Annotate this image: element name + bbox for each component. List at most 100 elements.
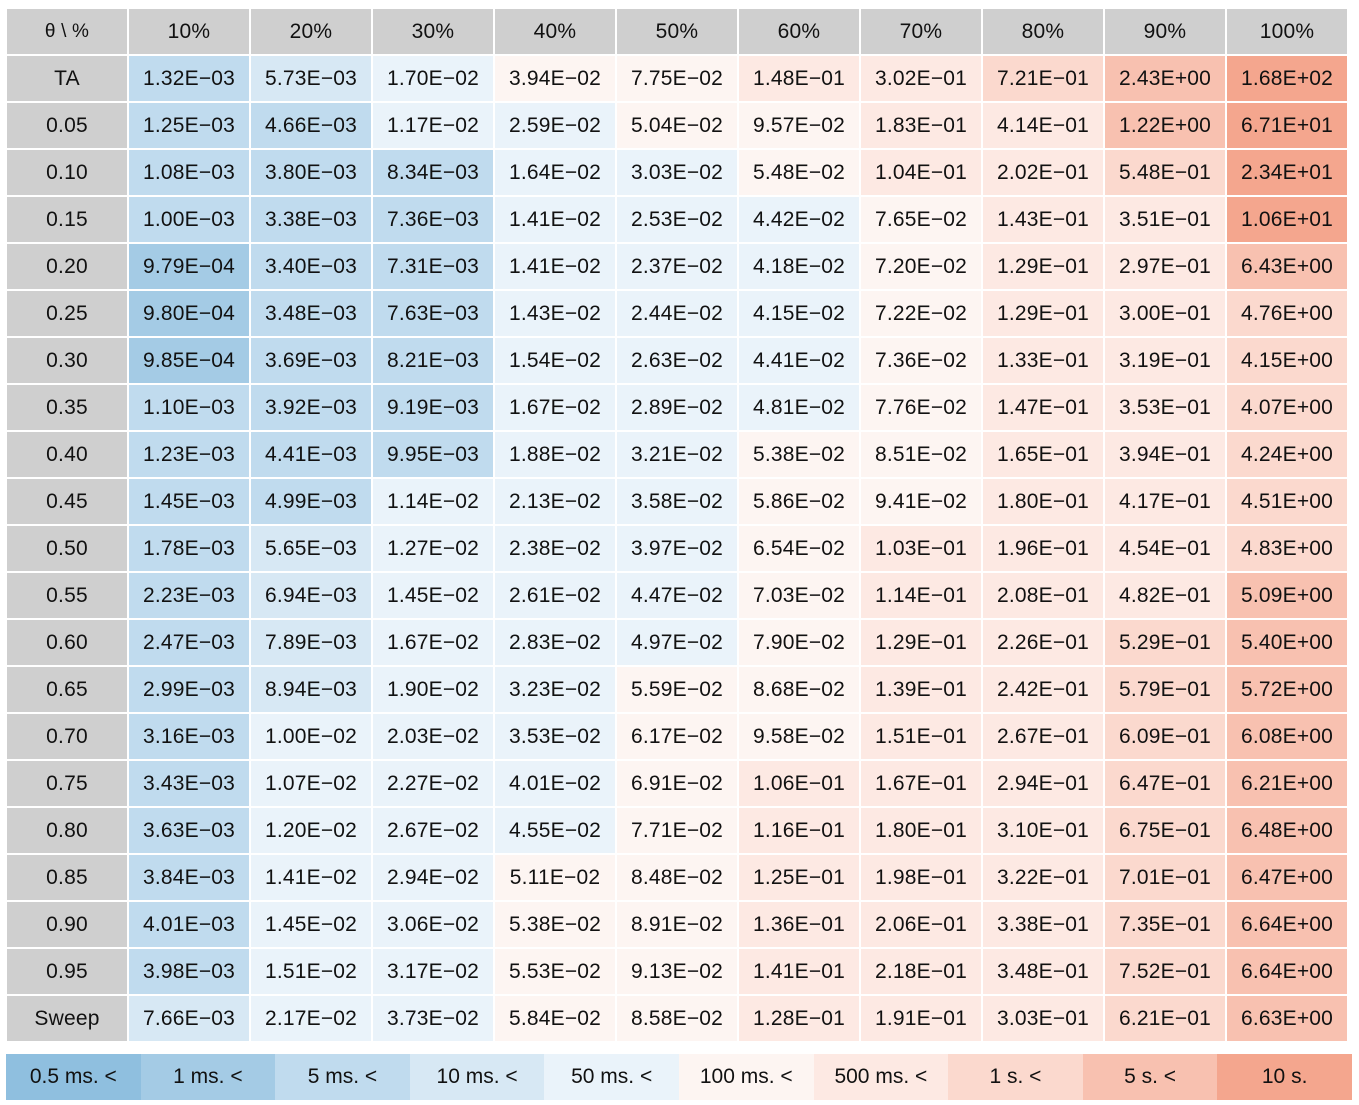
heatmap-cell: 4.83E+00 [1227,526,1347,571]
heatmap-cell: 6.64E+00 [1227,949,1347,994]
heatmap-cell: 1.04E−01 [861,150,981,195]
heatmap-cell: 3.02E−01 [861,56,981,101]
heatmap-cell: 1.45E−03 [129,479,249,524]
heatmap-cell: 1.39E−01 [861,667,981,712]
heatmap-cell: 2.67E−01 [983,714,1103,759]
column-header: 90% [1105,9,1225,54]
heatmap-cell: 1.23E−03 [129,432,249,477]
legend-item: 500 ms. < [813,1054,949,1100]
heatmap-cell: 7.90E−02 [739,620,859,665]
heatmap-cell: 4.82E−01 [1105,573,1225,618]
heatmap-cell: 7.03E−02 [739,573,859,618]
heatmap-cell: 1.03E−01 [861,526,981,571]
heatmap-cell: 2.47E−03 [129,620,249,665]
row-header: 0.50 [7,526,127,571]
heatmap-cell: 6.47E+00 [1227,855,1347,900]
heatmap-cell: 6.47E−01 [1105,761,1225,806]
heatmap-cell: 3.58E−02 [617,479,737,524]
column-header: 50% [617,9,737,54]
heatmap-cell: 5.48E−01 [1105,150,1225,195]
heatmap-cell: 3.80E−03 [251,150,371,195]
heatmap-cell: 1.00E−02 [251,714,371,759]
heatmap-cell: 1.67E−02 [373,620,493,665]
heatmap-cell: 8.58E−02 [617,996,737,1041]
heatmap-cell: 8.48E−02 [617,855,737,900]
heatmap-cell: 1.67E−02 [495,385,615,430]
heatmap-cell: 4.14E−01 [983,103,1103,148]
heatmap-cell: 5.11E−02 [495,855,615,900]
column-header: 60% [739,9,859,54]
heatmap-cell: 2.89E−02 [617,385,737,430]
heatmap-cell: 2.06E−01 [861,902,981,947]
row-header: 0.20 [7,244,127,289]
heatmap-cell: 7.35E−01 [1105,902,1225,947]
heatmap-cell: 3.94E−02 [495,56,615,101]
heatmap-cell: 2.37E−02 [617,244,737,289]
heatmap-cell: 7.75E−02 [617,56,737,101]
table-row: 0.35 1.10E−03 3.92E−03 9.19E−03 1.67E−02 2.89… [7,385,1347,430]
heatmap-cell: 2.53E−02 [617,197,737,242]
heatmap-cell: 3.48E−03 [251,291,371,336]
corner-label: θ \ % [7,9,127,54]
heatmap-cell: 1.51E−01 [861,714,981,759]
heatmap-cell: 2.61E−02 [495,573,615,618]
heatmap-cell: 1.43E−01 [983,197,1103,242]
heatmap-cell: 1.83E−01 [861,103,981,148]
heatmap-cell: 5.04E−02 [617,103,737,148]
heatmap-cell: 1.54E−02 [495,338,615,383]
legend-item: 10 ms. < [409,1054,545,1100]
heatmap-cell: 4.42E−02 [739,197,859,242]
color-legend: 0.5 ms. <1 ms. <5 ms. <10 ms. <50 ms. <1… [6,1054,1352,1100]
table-row: 0.20 9.79E−04 3.40E−03 7.31E−03 1.41E−02 2.37… [7,244,1347,289]
row-header: 0.65 [7,667,127,712]
heatmap-cell: 5.79E−01 [1105,667,1225,712]
table-row: 0.75 3.43E−03 1.07E−02 2.27E−02 4.01E−02 6.91… [7,761,1347,806]
heatmap-cell: 5.86E−02 [739,479,859,524]
column-header: 70% [861,9,981,54]
heatmap-cell: 3.53E−02 [495,714,615,759]
heatmap-cell: 8.51E−02 [861,432,981,477]
heatmap-cell: 2.02E−01 [983,150,1103,195]
column-header: 100% [1227,9,1347,54]
table-row: 0.85 3.84E−03 1.41E−02 2.94E−02 5.11E−02 8.48… [7,855,1347,900]
heatmap-cell: 4.15E−02 [739,291,859,336]
heatmap-cell: 4.97E−02 [617,620,737,665]
legend-item: 5 ms. < [275,1054,410,1100]
heatmap-cell: 3.97E−02 [617,526,737,571]
heatmap-cell: 7.36E−02 [861,338,981,383]
heatmap-cell: 2.18E−01 [861,949,981,994]
heatmap-cell: 1.41E−01 [739,949,859,994]
heatmap-cell: 1.14E−01 [861,573,981,618]
heatmap-cell: 1.41E−02 [495,244,615,289]
heatmap-cell: 1.51E−02 [251,949,371,994]
heatmap-cell: 3.16E−03 [129,714,249,759]
heatmap-cell: 1.28E−01 [739,996,859,1041]
legend-item: 1 s. < [948,1054,1083,1100]
column-header: 80% [983,9,1103,54]
legend-item: 100 ms. < [678,1054,814,1100]
heatmap-cell: 4.55E−02 [495,808,615,853]
heatmap-cell: 3.53E−01 [1105,385,1225,430]
heatmap-cell: 7.21E−01 [983,56,1103,101]
heatmap-cell: 4.18E−02 [739,244,859,289]
heatmap-cell: 8.34E−03 [373,150,493,195]
heatmap-cell: 3.38E−03 [251,197,371,242]
heatmap-cell: 3.21E−02 [617,432,737,477]
heatmap-cell: 2.03E−02 [373,714,493,759]
heatmap-cell: 4.81E−02 [739,385,859,430]
heatmap-cell: 8.68E−02 [739,667,859,712]
heatmap-cell: 3.17E−02 [373,949,493,994]
heatmap-cell: 6.54E−02 [739,526,859,571]
row-header: 0.75 [7,761,127,806]
heatmap-cell: 1.48E−01 [739,56,859,101]
heatmap-cell: 7.71E−02 [617,808,737,853]
row-header: 0.45 [7,479,127,524]
heatmap-cell: 1.78E−03 [129,526,249,571]
heatmap-cell: 2.63E−02 [617,338,737,383]
heatmap-cell: 6.64E+00 [1227,902,1347,947]
table-row: Sweep 7.66E−03 2.17E−02 3.73E−02 5.84E−02 8.5… [7,996,1347,1041]
column-header: 10% [129,9,249,54]
heatmap-cell: 5.53E−02 [495,949,615,994]
table-row: 0.10 1.08E−03 3.80E−03 8.34E−03 1.64E−02 3.03… [7,150,1347,195]
table-row: 0.70 3.16E−03 1.00E−02 2.03E−02 3.53E−02 6.17… [7,714,1347,759]
